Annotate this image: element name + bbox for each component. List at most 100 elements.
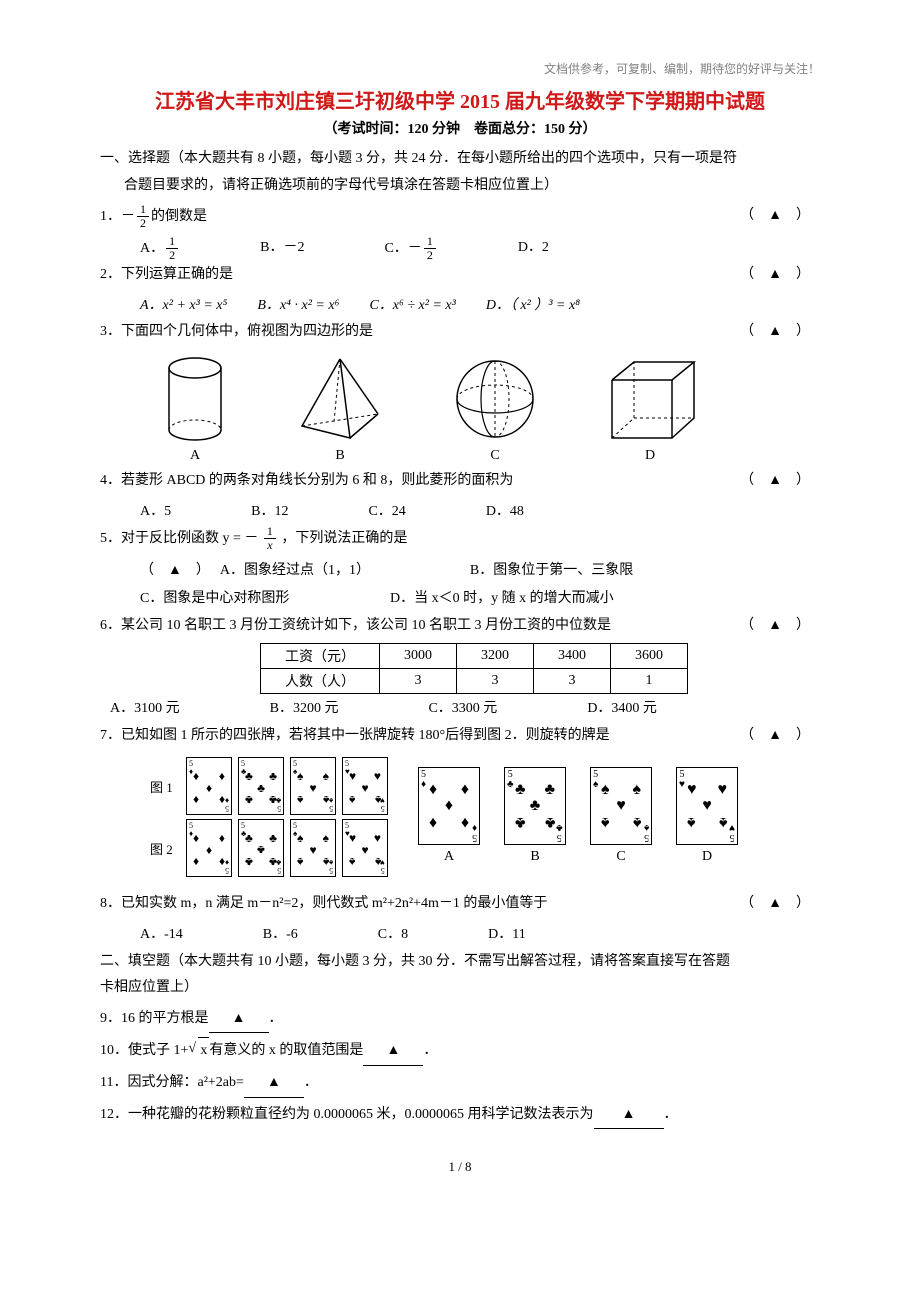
q9-stem: 9．16 的平方根是 [100,1011,209,1026]
q1-optC: C．－12 [384,235,437,263]
q7-stem: 7．已知如图 1 所示的四张牌，若将其中一张牌旋转 180°后得到图 2．则旋转… [100,728,610,743]
q6-optB: B．3200 元 [270,696,339,723]
blank: ▲ [209,1006,269,1034]
table-cell: 3 [534,669,611,694]
table-cell: 3 [457,669,534,694]
q7-fig1-row: 图 1 5♦ ♦♦ ♦ ♦♦ 5♦ 5♣ ♣♣ ♣ ♣♣ [150,757,388,815]
q5-optA: A．图象经过点（1，1） [220,557,470,585]
card-5-diamond: 5♦ ♦♦ ♦ ♦♦ 5♦ [186,757,232,815]
answer-slot: （ ▲ ） [740,319,810,346]
card-5-club: 5♣ ♣♣ ♣ ♣♣ 5♣ [238,819,284,877]
answer-slot: （ ▲ ） [740,723,810,750]
card-big-heart: 5♥ ♥♥ ♥ ♠♠ 5♥ [676,767,738,845]
section-2-intro: 二、填空题（本大题共有 10 小题，每小题 3 分，共 30 分．不需写出解答过… [100,949,820,1002]
cube-icon [600,354,700,444]
q12-stem: 12．一种花瓣的花粉颗粒直径约为 0.0000065 米，0.0000065 用… [100,1107,594,1122]
question-1: （ ▲ ） 1．－12的倒数是 [100,203,820,231]
answer-slot: （ ▲ ） [740,613,810,640]
section-2-text-l1: 二、填空题（本大题共有 10 小题，每小题 3 分，共 30 分．不需写出解答过… [100,954,730,969]
q6-optC: C．3300 元 [428,696,497,723]
q1-optD: D．2 [518,235,549,262]
question-2: （ ▲ ） 2．下列运算正确的是 [100,262,820,289]
card-5-heart: 5♥ ♥♥ ♥ ♠♠ 5♥ [342,757,388,815]
q4-options: A．5 B．12 C．24 D．48 [100,499,820,526]
page-subtitle: （考试时间：120 分钟 卷面总分：150 分） [100,118,820,138]
question-9: 9．16 的平方根是▲． [100,1006,820,1034]
q6-optD: D．3400 元 [587,696,657,723]
label-B: B [504,849,566,865]
q8-options: A．-14 B．-6 C．8 D．11 [100,922,820,949]
label-C: C [590,849,652,865]
q4-optC: C．24 [368,499,405,526]
q3-shape-cylinder: A [160,354,230,464]
cylinder-icon [160,354,230,444]
label-C: C [450,448,540,464]
q2-optD: D．（ x² ）³ = x⁸ [486,293,580,320]
q4-stem: 4．若菱形 ABCD 的两条对角线长分别为 6 和 8，则此菱形的面积为 [100,473,513,488]
table-cell: 3000 [380,644,457,669]
card-5-heart: 5♥ ♥♥ ♥ ♠♠ 5♥ [342,819,388,877]
page-footer: 1 / 8 [100,1159,820,1175]
q1-stem: 1．－ [100,209,135,224]
pyramid-icon [290,354,390,444]
question-4: （ ▲ ） 4．若菱形 ABCD 的两条对角线长分别为 6 和 8，则此菱形的面… [100,468,820,495]
question-10: 10．使式子 1+x有意义的 x 的取值范围是▲． [100,1037,820,1066]
q2-options: A．x² + x³ = x⁵ B．x⁴ · x² = x⁶ C．x⁶ ÷ x² … [100,293,820,320]
table-cell: 3400 [534,644,611,669]
table-cell: 工资（元） [261,644,380,669]
q1-stem2: 的倒数是 [151,209,207,224]
q7-fig2-row: 图 2 5♦ ♦♦ ♦ ♦♦ 5♦ 5♣ ♣♣ ♣ ♣♣ [150,819,388,877]
q3-shapes: A B C [100,354,820,464]
q8-optD: D．11 [488,922,526,949]
q10-stem-a: 10．使式子 1+ [100,1043,188,1058]
answer-slot: （ ▲ ） [140,557,210,585]
section-1-intro: 一、选择题（本大题共有 8 小题，每小题 3 分，共 24 分．在每小题所给出的… [100,146,820,199]
answer-slot: （ ▲ ） [740,468,810,495]
q2-stem: 2．下列运算正确的是 [100,267,233,282]
label-D: D [600,448,700,464]
q8-optB: B．-6 [263,922,298,949]
fig1-label: 图 1 [150,777,180,796]
blank: ▲ [244,1070,304,1098]
label-A: A [418,849,480,865]
blank: ▲ [363,1038,423,1066]
label-D: D [676,849,738,865]
q4-optA: A．5 [140,499,171,526]
q1-optB: B．－2 [260,235,304,262]
q5-stem-b: ，下列说法正确的是 [278,531,408,546]
q8-optA: A．-14 [140,922,183,949]
q6-stem: 6．某公司 10 名职工 3 月份工资统计如下，该公司 10 名职工 3 月份工… [100,618,611,633]
q5-options: （ ▲ ） A．图象经过点（1，1） B．图象位于第一、三象限 C．图象是中心对… [100,557,820,613]
sqrt-icon: x [188,1037,209,1065]
section-1-text-l2: 合题目要求的，请将正确选项前的字母代号填涂在答题卡相应位置上） [100,173,558,200]
fig2-label: 图 2 [150,839,180,858]
period: ． [269,1011,283,1026]
page-title: 江苏省大丰市刘庄镇三圩初级中学 2015 届九年级数学下学期期中试题 [100,85,820,114]
period: ． [304,1075,318,1090]
q4-optB: B．12 [251,499,288,526]
q1-optA: A．12 [140,235,180,263]
answer-slot: （ ▲ ） [740,203,810,230]
table-cell: 3200 [457,644,534,669]
blank: ▲ [594,1102,664,1130]
card-big-spade: 5♠ ♠♠ ♥ ♠♠ 5♠ [590,767,652,845]
sphere-icon [450,354,540,444]
period: ． [664,1107,678,1122]
q3-shape-cube: D [600,354,700,464]
section-1-text-l1: 一、选择题（本大题共有 8 小题，每小题 3 分，共 24 分．在每小题所给出的… [100,151,737,166]
card-5-spade: 5♠ ♠♠ ♥ ♠♠ 5♠ [290,819,336,877]
q8-optC: C．8 [378,922,408,949]
q1-options: A．12 B．－2 C．－12 D．2 [100,235,820,263]
period: ． [423,1043,437,1058]
q2-optA: A．x² + x³ = x⁵ [140,293,227,320]
question-11: 11．因式分解：a²+2ab=▲． [100,1070,820,1098]
card-big-diamond: 5♦ ♦♦ ♦ ♦♦ 5♦ [418,767,480,845]
label-A: A [160,448,230,464]
header-note: 文档供参考，可复制、编制，期待您的好评与关注！ [100,60,820,77]
table-cell: 3 [380,669,457,694]
section-2-text-l2: 卡相应位置上） [100,980,198,995]
table-cell: 1 [611,669,688,694]
q10-stem-b: 有意义的 x 的取值范围是 [209,1043,363,1058]
q5-optC: C．图象是中心对称图形 [140,585,390,613]
question-5: 5．对于反比例函数 y = － 1x ，下列说法正确的是 [100,525,820,553]
